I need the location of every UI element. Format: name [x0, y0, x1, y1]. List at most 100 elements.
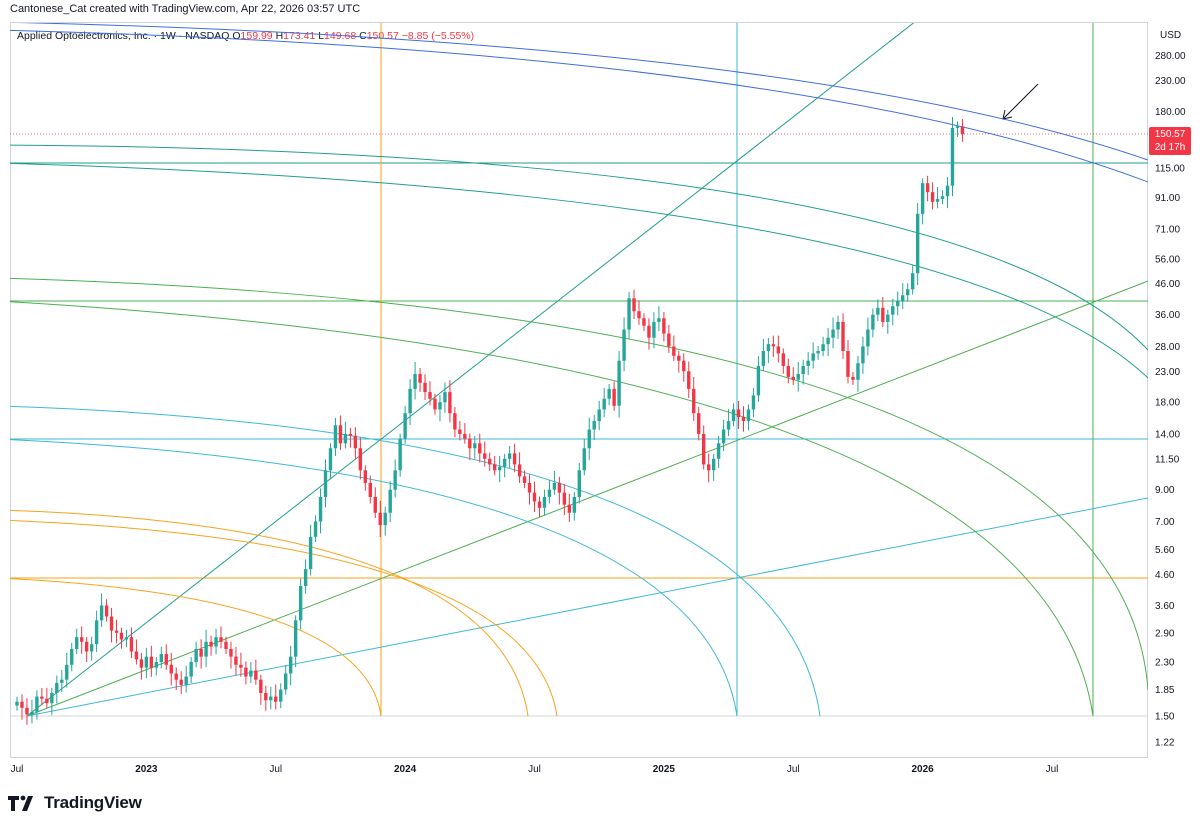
candle-body — [836, 321, 840, 330]
candle-body — [896, 301, 900, 307]
price-tick-label: 7.00 — [1155, 517, 1175, 528]
candle-body — [164, 654, 168, 665]
candle-body — [652, 321, 656, 338]
candle-body — [94, 620, 99, 645]
price-tick-label: 3.60 — [1155, 601, 1175, 612]
candle-body — [711, 458, 716, 471]
candle-body — [313, 521, 318, 537]
candle-body — [706, 464, 711, 471]
time-tick-label: 2025 — [653, 764, 676, 775]
price-tick-label: 36.00 — [1155, 310, 1180, 321]
annotation-arrowhead-icon — [1002, 109, 1013, 120]
candle-body — [249, 670, 253, 677]
candle-body — [572, 496, 577, 513]
candle-body — [149, 656, 154, 668]
time-tick-label: Jul — [11, 764, 24, 775]
candle-body — [363, 470, 368, 483]
time-tick-label: Jul — [787, 764, 800, 775]
candle-body — [214, 637, 218, 647]
brand-name: TradingView — [44, 793, 142, 812]
price-tick-label: 4.60 — [1155, 570, 1175, 581]
candle-body — [124, 637, 129, 640]
price-tick-label: 1.85 — [1155, 685, 1175, 696]
candle-body — [876, 307, 880, 315]
candles — [15, 117, 965, 725]
price-tick-label: 2.90 — [1155, 628, 1175, 639]
candle-body — [637, 311, 641, 319]
candle-body — [438, 402, 442, 410]
price-tick-label: 91.00 — [1155, 193, 1180, 204]
price-tick-label: 71.00 — [1155, 224, 1180, 235]
candle-body — [781, 353, 786, 366]
candle-body — [697, 413, 701, 434]
candle-body — [448, 392, 452, 414]
candle-body — [861, 346, 865, 364]
candle-body — [75, 637, 79, 649]
candle-body — [701, 433, 706, 465]
candle-body — [552, 482, 557, 490]
candle-body — [70, 648, 74, 665]
legend-open-key: O — [232, 30, 241, 42]
candle-body — [960, 126, 965, 134]
candle-body — [388, 489, 392, 513]
candle-body — [373, 496, 377, 513]
candle-body — [642, 318, 646, 326]
candle-body — [901, 295, 905, 302]
candle-body — [557, 482, 562, 493]
tradingview-logo-icon — [8, 795, 33, 811]
candle-body — [776, 346, 781, 354]
chart-credit: Cantonese_Cat created with TradingView.c… — [10, 3, 361, 15]
candle-body — [483, 453, 487, 459]
candle-body — [791, 376, 795, 380]
candle-body — [478, 443, 482, 454]
candle-body — [30, 711, 34, 715]
candle-body — [577, 470, 581, 497]
candle-body — [647, 325, 651, 338]
candle-body — [284, 673, 288, 690]
tradingview-brand[interactable]: TradingView — [8, 793, 142, 813]
candle-body — [806, 360, 810, 366]
legend-close-key: C — [359, 30, 367, 42]
candle-body — [532, 492, 537, 502]
candle-body — [915, 213, 920, 274]
candle-body — [527, 482, 532, 493]
legend-high-key: H — [275, 30, 284, 42]
candle-body — [45, 698, 49, 704]
candle-body — [259, 679, 263, 693]
candle-body — [189, 662, 193, 677]
price-tick-label: 28.00 — [1155, 342, 1180, 353]
candle-body — [333, 425, 338, 449]
candle-body — [378, 512, 382, 526]
candle-body — [318, 496, 323, 522]
candle-body — [582, 448, 586, 471]
candle-body — [950, 127, 955, 186]
candle-body — [20, 701, 24, 708]
candle-body — [726, 421, 731, 430]
candle-body — [25, 707, 29, 715]
candle-body — [597, 409, 601, 422]
candle-body — [627, 298, 631, 330]
time-tick-label: 2026 — [912, 764, 935, 775]
candle-body — [587, 429, 591, 449]
candle-body — [269, 696, 273, 701]
candle-body — [567, 504, 572, 513]
candle-body — [497, 466, 502, 471]
candle-body — [403, 413, 407, 439]
candle-body — [488, 458, 492, 465]
arc-green-outer — [10, 277, 1148, 691]
candle-body — [826, 337, 830, 345]
candle-body — [841, 321, 845, 352]
candle-body — [945, 185, 950, 197]
candle-body — [906, 289, 910, 296]
arc-orange-mid — [10, 520, 558, 717]
candle-body — [358, 448, 363, 471]
candle-body — [542, 496, 547, 508]
time-tick-label: 2023 — [135, 764, 158, 775]
candle-body — [264, 692, 268, 701]
candle-body — [866, 329, 870, 347]
price-axis[interactable]: 280.00 230.00 180.00 115.00 91.00 71.00 56.00 4… — [1155, 51, 1186, 748]
candle-body — [40, 696, 44, 699]
time-axis[interactable]: Jul 2023 Jul 2024 Jul 2025 Jul 2026 Jul — [11, 764, 1059, 775]
candle-body — [139, 659, 144, 668]
